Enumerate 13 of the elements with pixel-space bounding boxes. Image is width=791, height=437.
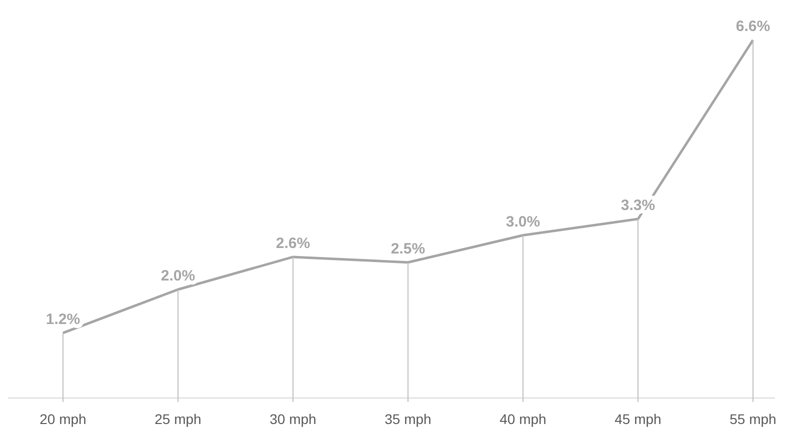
data-label: 3.0%	[506, 213, 540, 230]
data-label: 2.5%	[390, 240, 426, 258]
data-label: 6.6%	[736, 18, 770, 35]
x-tick-label: 40 mph	[500, 410, 546, 427]
x-tick-label: 45 mph	[614, 410, 662, 427]
x-tick-label: 30 mph	[270, 410, 316, 427]
data-label: 2.0%	[160, 268, 196, 285]
x-tick-label: 55 mph	[730, 410, 776, 427]
data-label: 2.6%	[276, 234, 310, 252]
x-tick-label: 20 mph	[40, 410, 86, 427]
x-tick-label: 25 mph	[154, 410, 202, 427]
x-tick-label: 35 mph	[384, 410, 432, 427]
data-label: 1.2%	[46, 310, 80, 328]
